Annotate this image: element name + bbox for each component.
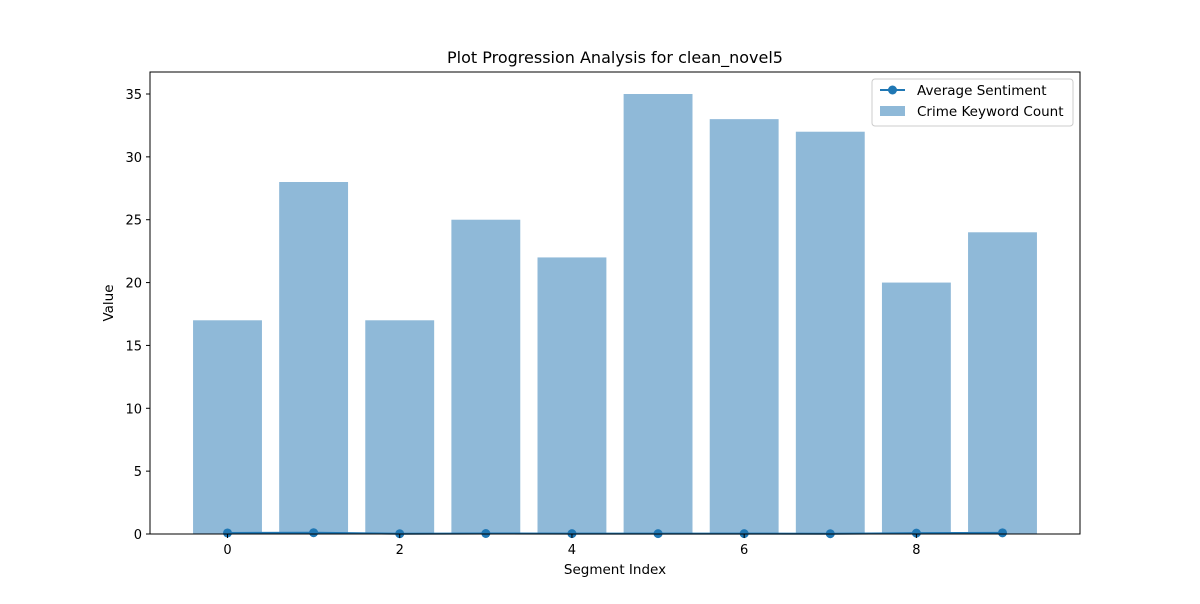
legend: Average Sentiment Crime Keyword Count	[871, 78, 1074, 127]
x-tick-label: 8	[912, 543, 920, 558]
y-axis-ticks: 0 5 10 15 20 25 30 35	[125, 88, 150, 543]
bar-segment-5	[623, 94, 693, 534]
legend-line-marker	[888, 85, 897, 95]
legend-label-average-sentiment: Average Sentiment	[917, 83, 1047, 99]
x-tick-label: 0	[223, 543, 231, 558]
legend-box	[871, 78, 1074, 127]
y-tick-label: 25	[125, 214, 142, 229]
x-axis-label: Segment Index	[564, 562, 666, 578]
y-tick-label: 0	[134, 528, 142, 543]
plot-frame	[149, 71, 1081, 535]
bar-segment-6	[709, 119, 779, 535]
x-axis-ticks: 0 2 4 6 8	[223, 534, 921, 558]
bar-segment-4	[537, 257, 607, 534]
sentiment-point-9	[998, 528, 1007, 538]
y-tick-label: 35	[125, 88, 142, 103]
bar-segment-0	[193, 320, 262, 534]
bar-segment-7	[795, 131, 865, 534]
bar-segment-1	[279, 182, 349, 534]
chart-title: Plot Progression Analysis for clean_nove…	[447, 48, 783, 68]
legend-label-crime-keyword-count: Crime Keyword Count	[917, 104, 1064, 120]
sentiment-point-8	[911, 528, 921, 538]
bar-segment-2	[365, 320, 435, 534]
y-tick-label: 30	[125, 151, 142, 166]
sentiment-point-3	[481, 528, 491, 538]
y-tick-label: 5	[134, 465, 142, 480]
sentiment-point-0	[223, 528, 232, 538]
bars-layer	[193, 94, 1037, 535]
sentiment-point-1	[309, 528, 319, 538]
y-axis-label: Value	[101, 284, 117, 321]
x-tick-label: 4	[568, 543, 576, 558]
y-tick-label: 20	[125, 277, 142, 292]
x-tick-label: 6	[740, 543, 748, 558]
bar-segment-8	[881, 282, 951, 534]
y-tick-label: 10	[125, 402, 142, 417]
x-tick-label: 2	[396, 543, 404, 558]
bar-segment-3	[451, 219, 521, 534]
legend-bar-swatch	[880, 106, 905, 116]
bar-segment-9	[968, 232, 1037, 535]
y-tick-label: 15	[125, 339, 142, 354]
